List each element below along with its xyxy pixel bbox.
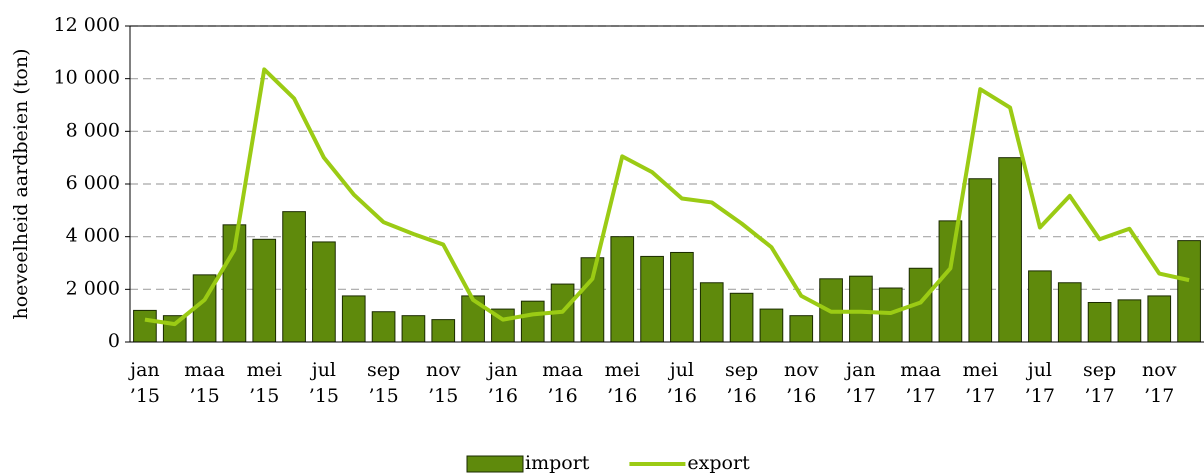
y-axis-label: hoeveelheid aardbeien (ton) [10,48,32,319]
x-tick-label: mei [963,359,998,381]
bar [312,241,336,343]
bar [1057,282,1082,343]
x-tick-label: ’16 [607,385,637,407]
x-tick-label: maa [542,359,583,381]
bar [401,315,426,343]
bar [759,308,784,343]
bar [431,319,456,343]
x-tick-label: ’15 [130,385,160,407]
x-tick-label: jul [1026,359,1052,381]
x-tick-label: ’15 [189,385,219,407]
bar [1147,295,1172,343]
x-tick-label: ’16 [547,385,577,407]
bar [640,255,664,343]
x-tick-label: maa [900,359,941,381]
y-tick-label: 8 000 [66,119,120,141]
bar [371,311,396,343]
bar [252,238,277,343]
bar [610,236,635,343]
x-tick-label: nov [426,359,461,381]
line [144,67,1190,327]
bar [520,300,545,343]
bar [1177,240,1201,343]
bar [849,275,873,343]
x-tick-label: nov [1142,359,1177,381]
bar [1028,270,1052,343]
x-tick-label: ’17 [1144,385,1174,407]
x-tick-label: ’15 [249,385,279,407]
bar [1117,299,1142,343]
x-tick-label: mei [247,359,282,381]
x-tick-label: sep [725,359,758,381]
x-tick-label: jul [668,359,694,381]
x-tick-label: ’17 [965,385,995,407]
x-tick-label: ’17 [1025,385,1055,407]
bar [670,251,694,343]
y-tick-label: 6 000 [66,172,120,194]
x-tick-label: mei [605,359,640,381]
x-tick-label: ’15 [428,385,458,407]
bar [341,295,366,343]
bar [133,309,157,343]
y-tick-label: 4 000 [66,225,120,247]
bar [789,315,814,343]
x-tick-label: nov [784,359,819,381]
y-tick-label: 2 000 [66,277,120,299]
bar [938,220,963,343]
x-tick-label: ’16 [726,385,756,407]
bar [729,292,754,343]
legend-label: import [525,452,590,474]
y-tick-label: 10 000 [54,67,120,89]
bar [282,211,306,343]
x-tick-label: sep [367,359,400,381]
legend-label: export [687,452,750,474]
x-tick-label: ’15 [309,385,339,407]
bar [998,157,1022,343]
y-tick-label: 12 000 [54,14,120,36]
x-tick-label: jan [128,359,159,381]
x-tick-label: ’17 [1084,385,1114,407]
y-tick-label: 0 [108,330,120,352]
x-tick-label: ’16 [667,385,697,407]
x-tick-label: jul [310,359,336,381]
x-tick-label: jan [844,359,875,381]
bar [968,178,993,343]
bar [699,282,724,343]
x-tick-label: jan [486,359,517,381]
x-tick-label: ’15 [368,385,398,407]
x-tick-label: maa [184,359,225,381]
x-tick-label: ’17 [846,385,876,407]
x-tick-label: sep [1083,359,1116,381]
legend-swatch [466,455,524,473]
x-tick-label: ’17 [905,385,935,407]
x-tick-label: ’16 [488,385,518,407]
bar [1087,302,1112,343]
x-tick-label: ’16 [786,385,816,407]
